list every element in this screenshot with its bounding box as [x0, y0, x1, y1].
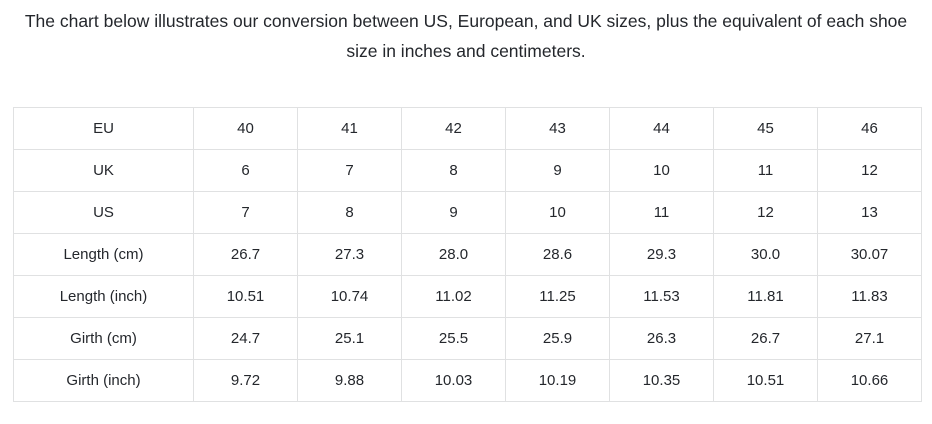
row-label: Length (inch): [13, 275, 194, 318]
table-cell: 6: [193, 149, 298, 192]
table-cell: 25.1: [297, 317, 402, 360]
table-cell: 26.7: [713, 317, 818, 360]
table-cell: 12: [817, 149, 922, 192]
table-row-girth-inch: Girth (inch) 9.72 9.88 10.03 10.19 10.35…: [13, 359, 922, 402]
table-cell: 10: [505, 191, 610, 234]
table-cell: 11.53: [609, 275, 714, 318]
table-cell: 8: [401, 149, 506, 192]
row-label: US: [13, 191, 194, 234]
table-cell: 30.0: [713, 233, 818, 276]
table-cell: 11: [713, 149, 818, 192]
table-cell: 13: [817, 191, 922, 234]
table-cell: 42: [401, 107, 506, 150]
table-cell: 10: [609, 149, 714, 192]
table-row-uk: UK 6 7 8 9 10 11 12: [13, 149, 922, 192]
table-cell: 10.35: [609, 359, 714, 402]
table-cell: 9: [505, 149, 610, 192]
table-cell: 11.83: [817, 275, 922, 318]
table-cell: 46: [817, 107, 922, 150]
row-label: UK: [13, 149, 194, 192]
table-cell: 28.6: [505, 233, 610, 276]
table-cell: 28.0: [401, 233, 506, 276]
row-label: Length (cm): [13, 233, 194, 276]
table-cell: 10.03: [401, 359, 506, 402]
table-cell: 11.02: [401, 275, 506, 318]
table-cell: 26.7: [193, 233, 298, 276]
table-cell: 25.5: [401, 317, 506, 360]
table-row-length-cm: Length (cm) 26.7 27.3 28.0 28.6 29.3 30.…: [13, 233, 922, 276]
table-row-length-inch: Length (inch) 10.51 10.74 11.02 11.25 11…: [13, 275, 922, 318]
table-cell: 10.19: [505, 359, 610, 402]
table-cell: 44: [609, 107, 714, 150]
row-label: EU: [13, 107, 194, 150]
row-label: Girth (cm): [13, 317, 194, 360]
table-cell: 26.3: [609, 317, 714, 360]
table-cell: 27.3: [297, 233, 402, 276]
table-cell: 9.72: [193, 359, 298, 402]
table-cell: 24.7: [193, 317, 298, 360]
table-cell: 10.74: [297, 275, 402, 318]
table-row-eu: EU 40 41 42 43 44 45 46: [13, 107, 922, 150]
table-cell: 40: [193, 107, 298, 150]
table-cell: 45: [713, 107, 818, 150]
row-label: Girth (inch): [13, 359, 194, 402]
table-cell: 10.51: [193, 275, 298, 318]
table-cell: 29.3: [609, 233, 714, 276]
table-cell: 11: [609, 191, 714, 234]
table-cell: 11.25: [505, 275, 610, 318]
table-cell: 9: [401, 191, 506, 234]
table-cell: 12: [713, 191, 818, 234]
table-cell: 41: [297, 107, 402, 150]
table-row-girth-cm: Girth (cm) 24.7 25.1 25.5 25.9 26.3 26.7…: [13, 317, 922, 360]
table-cell: 43: [505, 107, 610, 150]
table-cell: 9.88: [297, 359, 402, 402]
table-cell: 11.81: [713, 275, 818, 318]
table-caption: The chart below illustrates our conversi…: [24, 11, 908, 61]
size-conversion-table: EU 40 41 42 43 44 45 46 UK 6 7 8 9 10 11…: [13, 107, 922, 402]
table-cell: 27.1: [817, 317, 922, 360]
table-cell: 25.9: [505, 317, 610, 360]
table-cell: 10.51: [713, 359, 818, 402]
table-row-us: US 7 8 9 10 11 12 13: [13, 191, 922, 234]
table-cell: 8: [297, 191, 402, 234]
table-cell: 7: [193, 191, 298, 234]
table-cell: 30.07: [817, 233, 922, 276]
table-cell: 7: [297, 149, 402, 192]
table-cell: 10.66: [817, 359, 922, 402]
